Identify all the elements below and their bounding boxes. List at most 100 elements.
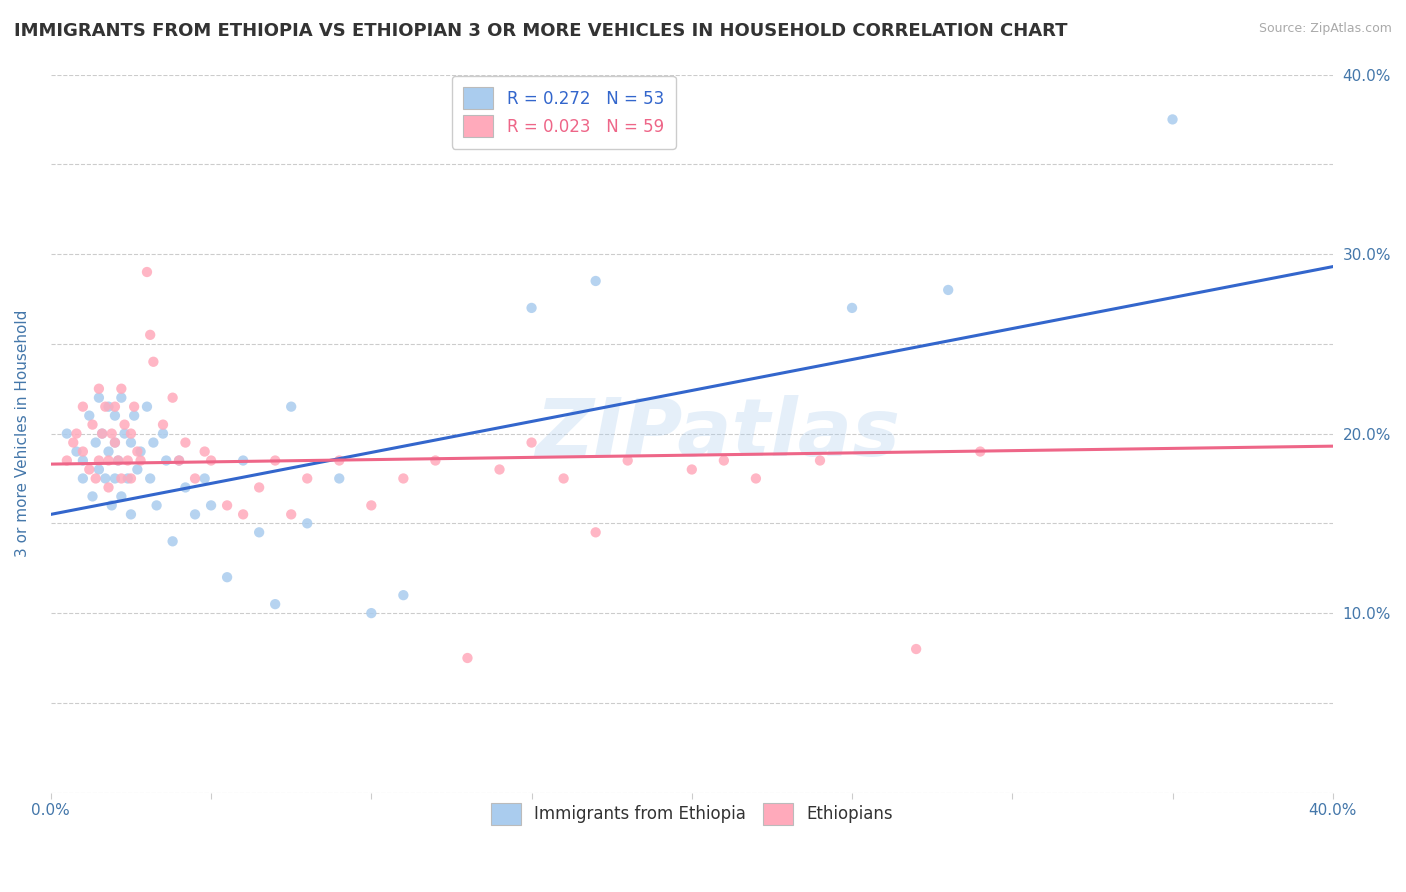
Point [56, 453, 79, 467]
Point [117, 453, 139, 467]
Point [713, 453, 735, 467]
Point [616, 453, 638, 467]
Point [94, 471, 117, 485]
Point [127, 444, 149, 458]
Point [136, 400, 159, 414]
Point [167, 453, 190, 467]
Point [585, 525, 607, 540]
Point [808, 453, 831, 467]
Point [200, 453, 222, 467]
Point [145, 499, 167, 513]
Point [155, 453, 177, 467]
Point [65, 426, 87, 441]
Point [110, 471, 132, 485]
Point [194, 471, 217, 485]
Point [297, 471, 319, 485]
Point [969, 444, 991, 458]
Point [110, 391, 132, 405]
Point [110, 382, 132, 396]
Point [72, 400, 94, 414]
Point [104, 409, 127, 423]
Point [107, 453, 129, 467]
Point [100, 426, 122, 441]
Point [162, 534, 184, 549]
Point [152, 426, 174, 441]
Point [328, 471, 350, 485]
Point [247, 480, 270, 494]
Point [139, 327, 162, 342]
Point [184, 508, 207, 522]
Point [114, 426, 136, 441]
Point [425, 453, 447, 467]
Point [91, 426, 114, 441]
Point [247, 525, 270, 540]
Point [104, 471, 127, 485]
Point [585, 274, 607, 288]
Point [360, 499, 382, 513]
Point [87, 391, 110, 405]
Point [936, 283, 959, 297]
Point [174, 480, 197, 494]
Legend: Immigrants from Ethiopia, Ethiopians: Immigrants from Ethiopia, Ethiopians [481, 793, 903, 835]
Point [104, 435, 127, 450]
Point [297, 516, 319, 531]
Point [200, 499, 222, 513]
Point [100, 499, 122, 513]
Point [392, 588, 415, 602]
Point [184, 471, 207, 485]
Point [217, 499, 239, 513]
Point [87, 382, 110, 396]
Point [94, 400, 117, 414]
Point [84, 471, 107, 485]
Point [107, 453, 129, 467]
Point [520, 301, 543, 315]
Point [553, 471, 575, 485]
Point [87, 462, 110, 476]
Y-axis label: 3 or more Vehicles in Household: 3 or more Vehicles in Household [15, 310, 30, 558]
Point [82, 490, 104, 504]
Point [104, 400, 127, 414]
Point [120, 508, 142, 522]
Point [56, 426, 79, 441]
Point [232, 453, 254, 467]
Point [120, 471, 142, 485]
Point [328, 453, 350, 467]
Point [745, 471, 768, 485]
Point [217, 570, 239, 584]
Point [392, 471, 415, 485]
Point [129, 444, 152, 458]
Point [194, 444, 217, 458]
Point [280, 508, 302, 522]
Point [114, 417, 136, 432]
Point [174, 435, 197, 450]
Point [139, 471, 162, 485]
Point [79, 462, 101, 476]
Text: Source: ZipAtlas.com: Source: ZipAtlas.com [1258, 22, 1392, 36]
Point [142, 435, 165, 450]
Point [87, 453, 110, 467]
Point [82, 417, 104, 432]
Point [142, 355, 165, 369]
Point [65, 444, 87, 458]
Point [97, 400, 120, 414]
Point [120, 426, 142, 441]
Point [97, 480, 120, 494]
Point [264, 597, 287, 611]
Point [120, 435, 142, 450]
Point [136, 265, 159, 279]
Point [520, 435, 543, 450]
Point [72, 453, 94, 467]
Point [360, 606, 382, 620]
Point [127, 462, 149, 476]
Point [104, 435, 127, 450]
Text: IMMIGRANTS FROM ETHIOPIA VS ETHIOPIAN 3 OR MORE VEHICLES IN HOUSEHOLD CORRELATIO: IMMIGRANTS FROM ETHIOPIA VS ETHIOPIAN 3 … [14, 22, 1067, 40]
Point [84, 435, 107, 450]
Point [97, 453, 120, 467]
Point [264, 453, 287, 467]
Point [841, 301, 863, 315]
Point [162, 391, 184, 405]
Point [280, 400, 302, 414]
Text: ZIPatlas: ZIPatlas [534, 394, 900, 473]
Point [681, 462, 703, 476]
Point [122, 409, 145, 423]
